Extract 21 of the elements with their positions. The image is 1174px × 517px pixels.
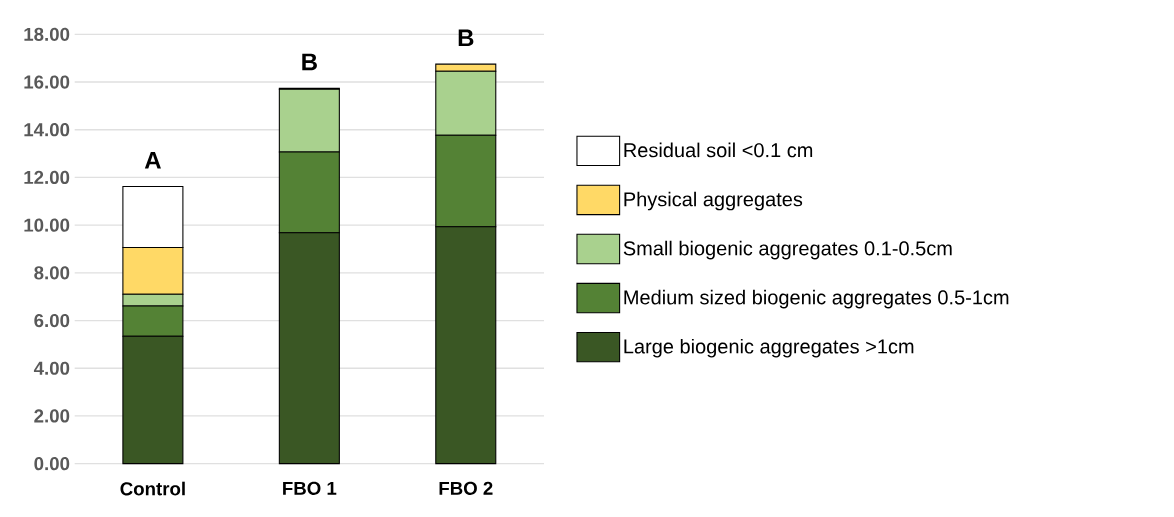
y-tick-label: 14.00 [24, 123, 70, 137]
annotation: B [458, 29, 474, 47]
y-tick-label: 10.00 [24, 218, 70, 232]
legend-label: Physical aggregates [624, 191, 803, 211]
x-tick-label: FBO 1 [283, 481, 337, 495]
annotation: A [144, 151, 161, 169]
y-tick-label: 2.00 [34, 409, 70, 423]
y-tick-label: 4.00 [33, 361, 70, 375]
legend-label: Small biogenic aggregates 0.1-0.5cm [623, 240, 952, 260]
annotation: B [302, 53, 317, 71]
y-tick-label: 12.00 [24, 170, 70, 185]
legend-label: Residual soil <0.1 cm [624, 142, 813, 158]
legend-label: Large biogenic aggregates >1cm [624, 338, 914, 358]
y-tick-label: 8.00 [34, 266, 70, 280]
y-tick-label: 6.00 [34, 313, 70, 328]
x-tick-label: FBO 2 [439, 481, 493, 495]
y-tick-label: 18.00 [24, 27, 70, 41]
x-tick-label: Control [120, 481, 185, 496]
y-tick-label: 0.00 [34, 457, 70, 471]
legend-label: Medium sized biogenic aggregates 0.5-1cm [624, 289, 1009, 309]
y-tick-label: 16.00 [24, 75, 70, 89]
